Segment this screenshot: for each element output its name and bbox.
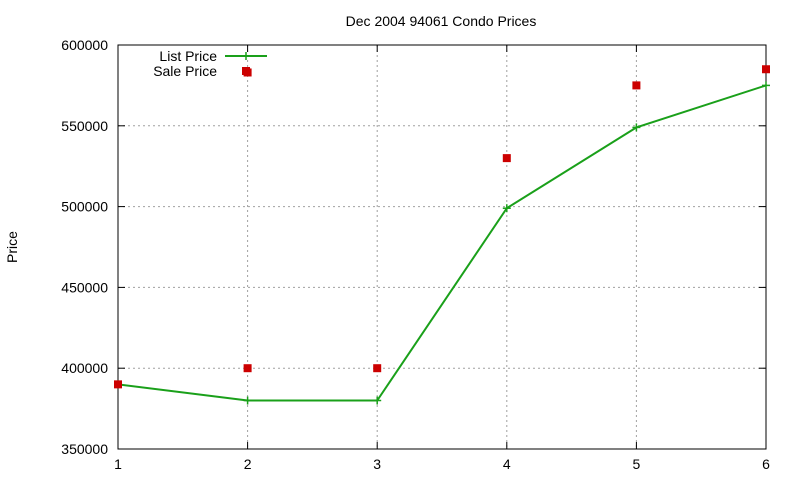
y-tick-label: 550000 (61, 118, 108, 134)
list-price-marker (632, 123, 641, 132)
sale-price-point (762, 65, 770, 74)
x-tick-label: 4 (503, 456, 511, 472)
y-tick-label: 350000 (61, 441, 108, 457)
x-tick-label: 2 (244, 456, 252, 472)
series-layer (114, 65, 770, 405)
y-tick-label: 500000 (61, 199, 108, 215)
list-price-marker (373, 396, 382, 405)
x-tick-label: 3 (373, 456, 381, 472)
plot-frame (117, 44, 767, 450)
sale-price-point (373, 364, 382, 373)
sale-price-point (632, 81, 641, 90)
chart-title: Dec 2004 94061 Condo Prices (346, 13, 537, 29)
axis-ticks: 1 2 3 4 5 6 350000 400000 450000 500000 550000 6000… (61, 37, 770, 472)
list-price-line (117, 84, 767, 402)
grid-lines (118, 45, 766, 449)
list-price-marker (762, 81, 770, 90)
sale-price-point (502, 154, 511, 163)
legend-label-sale-price: Sale Price (153, 63, 217, 79)
y-tick-label: 400000 (61, 360, 108, 376)
legend-label-list-price: List Price (159, 48, 217, 64)
y-axis-title: Price (4, 231, 20, 263)
legend: List Price Sale Price (153, 48, 267, 79)
sale-price-point (243, 364, 252, 373)
list-price-marker (502, 204, 511, 213)
y-tick-label: 450000 (61, 279, 108, 295)
list-price-marker (243, 396, 252, 405)
x-tick-label: 1 (114, 456, 122, 472)
x-tick-label: 6 (762, 456, 770, 472)
y-tick-label: 600000 (61, 37, 108, 53)
x-tick-label: 5 (633, 456, 641, 472)
sale-price-point (114, 380, 122, 389)
legend-sample-sale-price-point (242, 67, 250, 75)
